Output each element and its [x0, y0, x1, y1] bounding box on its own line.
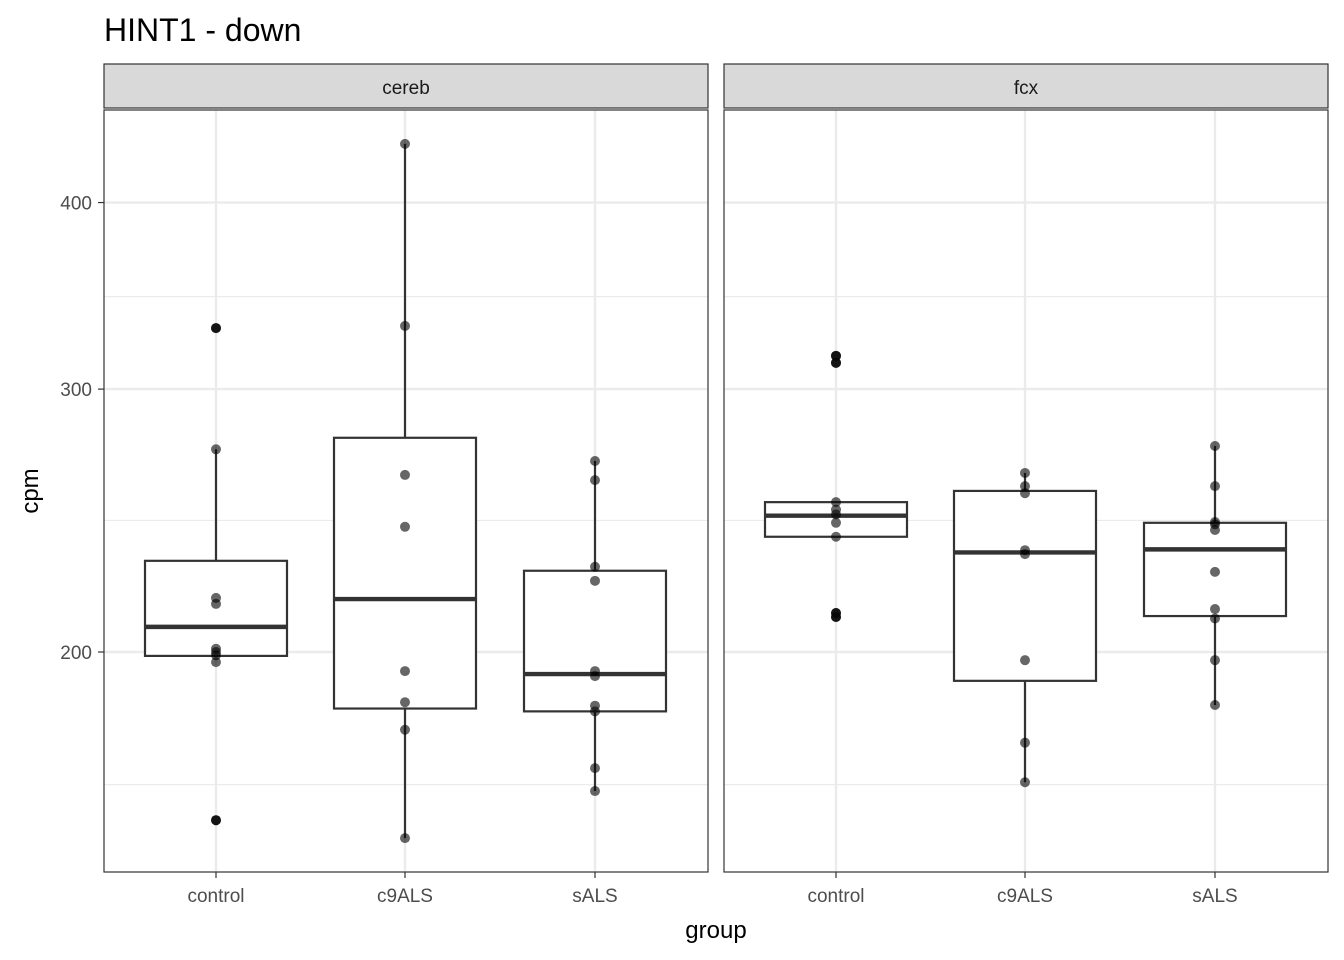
boxplot-sALS [522, 456, 668, 797]
data-point [211, 444, 221, 455]
data-point [400, 666, 410, 677]
data-point [400, 724, 410, 735]
data-point [1020, 488, 1030, 499]
data-point [1210, 566, 1220, 577]
data-point [1020, 737, 1030, 748]
data-point [1020, 777, 1030, 788]
data-point [211, 650, 221, 661]
data-point [831, 497, 841, 508]
data-point [1210, 700, 1220, 711]
data-point [1020, 481, 1030, 492]
facet-panel-fcx: fcx control c9ALS sALS [723, 63, 1329, 907]
x-axis-label: group [685, 917, 746, 944]
boxplot-c9ALS [332, 138, 478, 844]
x-tick-label: control [187, 886, 244, 907]
data-point [1210, 604, 1220, 615]
data-point [1210, 481, 1220, 492]
box [952, 489, 1098, 682]
panel-border [723, 109, 1329, 873]
facet-label: cereb [382, 78, 430, 99]
chart-title: HINT1 - down [104, 12, 301, 48]
data-point [590, 456, 600, 467]
data-point [400, 833, 410, 844]
facet-label: fcx [1014, 78, 1039, 99]
data-point [211, 323, 221, 334]
x-tick-label: sALS [1192, 886, 1237, 907]
data-point [211, 598, 221, 609]
x-tick-label: sALS [572, 886, 617, 907]
boxplot-c9ALS [952, 467, 1098, 788]
data-point [400, 521, 410, 532]
facet-panel-cereb: cereb control c9ALS sALS [103, 63, 709, 907]
panel-border [103, 109, 709, 873]
data-point [211, 657, 221, 668]
data-point [831, 517, 841, 528]
data-point [1210, 525, 1220, 536]
data-point [590, 475, 600, 486]
boxplot-sALS [1142, 440, 1288, 711]
y-tick-label: 300 [60, 380, 92, 401]
data-point [590, 763, 600, 774]
data-point [590, 575, 600, 586]
data-point [831, 357, 841, 368]
data-point [400, 469, 410, 480]
data-point [1210, 613, 1220, 624]
data-point [831, 611, 841, 622]
data-point [1020, 467, 1030, 478]
data-point [400, 138, 410, 149]
x-tick-label: c9ALS [997, 886, 1053, 907]
data-point [1020, 655, 1030, 666]
data-point [1020, 549, 1030, 560]
data-point [590, 786, 600, 797]
x-tick-label: control [807, 886, 864, 907]
data-point [831, 531, 841, 542]
data-point [590, 706, 600, 717]
boxplot-control [143, 323, 289, 826]
data-point [831, 509, 841, 520]
x-tick-label: c9ALS [377, 886, 433, 907]
y-axis-label: cpm [17, 468, 44, 513]
data-point [400, 697, 410, 708]
data-point [590, 561, 600, 572]
boxplot-control [763, 350, 909, 622]
data-point [400, 320, 410, 331]
box [332, 436, 478, 710]
data-point [590, 671, 600, 682]
data-point [1210, 440, 1220, 451]
box [522, 569, 668, 713]
y-tick-label: 400 [60, 194, 92, 215]
data-point [1210, 655, 1220, 666]
facet-strip [723, 63, 1329, 109]
data-point [831, 350, 841, 361]
data-point [211, 815, 221, 826]
y-tick-label: 200 [60, 643, 92, 664]
facet-strip [103, 63, 709, 109]
